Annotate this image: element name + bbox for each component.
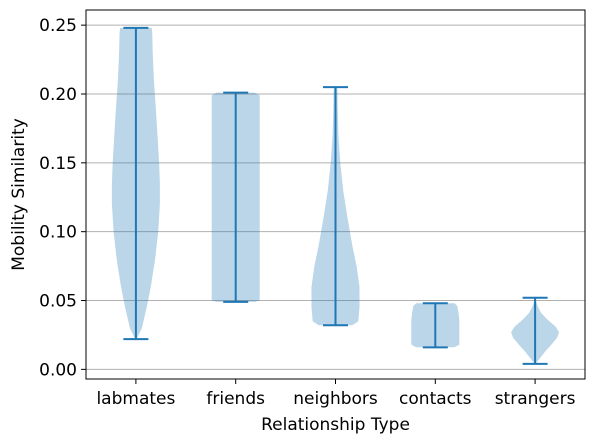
violin-labmates	[111, 26, 160, 341]
violin-strangers	[511, 296, 560, 365]
violins	[111, 26, 560, 365]
y-tick-label: 0.25	[39, 16, 77, 36]
y-tick-label: 0.10	[39, 223, 77, 243]
x-axis-label: Relationship Type	[261, 415, 410, 435]
y-axis-ticks: 0.00 0.05 0.10 0.15 0.20 0.25	[39, 16, 86, 380]
y-tick-label: 0.15	[39, 154, 77, 174]
y-tick-label: 0.20	[39, 85, 77, 105]
y-tick-label: 0.05	[39, 292, 77, 312]
violin-friends	[211, 91, 260, 303]
x-tick-label: friends	[206, 389, 265, 409]
violin-contacts	[411, 302, 460, 349]
x-tick-label: contacts	[399, 389, 472, 409]
y-tick-label: 0.00	[39, 360, 77, 380]
x-tick-label: neighbors	[293, 389, 378, 409]
x-tick-label: labmates	[96, 389, 175, 409]
x-axis-ticks: labmates friends neighbors contacts stranger…	[96, 379, 576, 409]
violin-neighbors	[311, 86, 360, 327]
x-tick-label: strangers	[495, 389, 576, 409]
y-axis-label: Mobility Similarity	[9, 118, 29, 271]
